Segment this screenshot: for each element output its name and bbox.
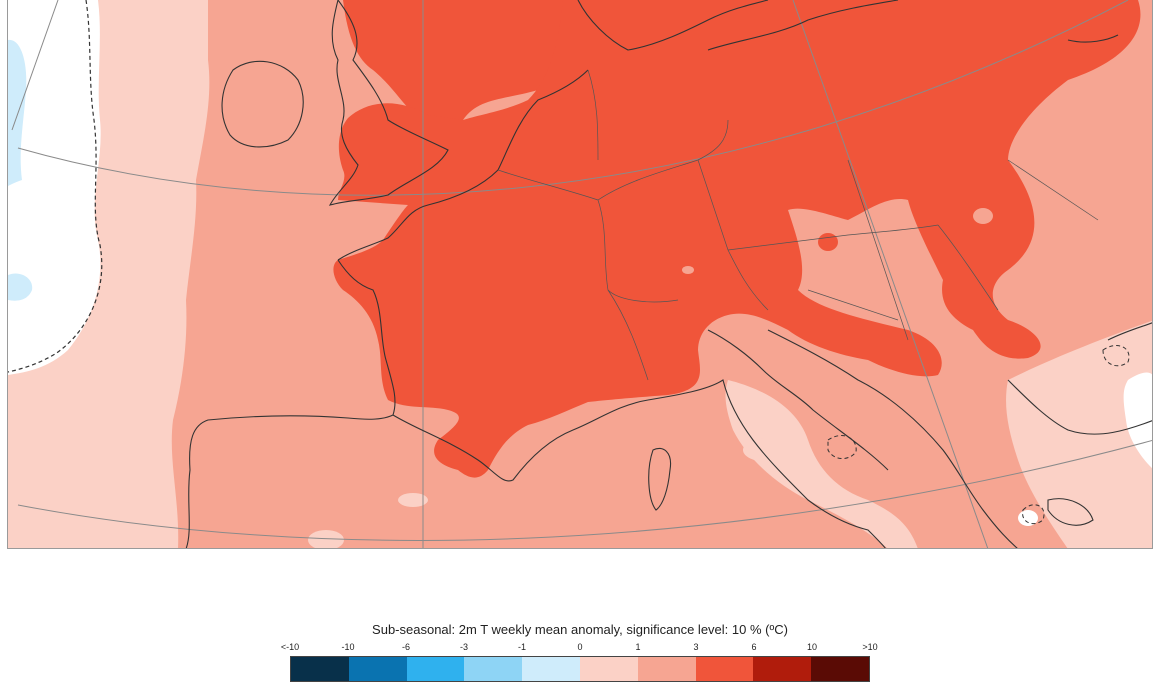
- near-zero-area: [8, 0, 101, 375]
- legend-swatch: [637, 657, 696, 681]
- anomaly-3-6-area: [343, 0, 568, 125]
- map-panel: [7, 0, 1153, 549]
- coastlines: [185, 0, 1152, 548]
- legend-swatch: [464, 657, 523, 681]
- legend-tick-label: 6: [751, 642, 757, 652]
- anomaly-1-3-area: [973, 208, 993, 224]
- legend-title: Sub-seasonal: 2m T weekly mean anomaly, …: [372, 622, 788, 637]
- legend-swatch: [406, 657, 465, 681]
- legend-swatch: [695, 657, 754, 681]
- anomaly-3-6-area: [333, 0, 1141, 478]
- graticule: [11, 0, 1152, 548]
- weak-anomaly-area: [725, 380, 918, 548]
- near-zero-area: [1018, 510, 1038, 526]
- anomaly-1-3-area: [682, 266, 694, 274]
- weak-anomaly-area: [1006, 320, 1152, 548]
- cool-anomaly-area: [8, 39, 27, 187]
- country-borders: [497, 69, 1099, 381]
- weak-anomaly-area: [398, 493, 428, 507]
- legend-tick-label: -10: [341, 642, 355, 652]
- legend-swatch: [579, 657, 638, 681]
- temperature-anomaly-map: [8, 0, 1152, 548]
- near-zero-area: [1123, 372, 1152, 469]
- legend-tick-label: -6: [401, 642, 411, 652]
- cool-anomaly-area: [8, 273, 33, 301]
- legend-swatch: [291, 657, 349, 681]
- legend-swatch: [811, 657, 869, 681]
- legend-tick-label: -1: [517, 642, 527, 652]
- legend-tick-label: 10: [806, 642, 818, 652]
- legend-tick-label: >10: [862, 642, 878, 652]
- legend-tick-label: 3: [693, 642, 699, 652]
- legend-swatch: [753, 657, 812, 681]
- significance-contour: [827, 345, 1130, 525]
- legend-tick-label: 0: [577, 642, 583, 652]
- legend-swatch: [348, 657, 407, 681]
- legend-tick-label: 1: [635, 642, 641, 652]
- legend-colorbar: [290, 656, 870, 682]
- legend-tick-labels: <-10 -10 -6 -3 -1 0 1 3 6 10 >10: [0, 642, 1160, 654]
- legend-tick-label: -3: [459, 642, 469, 652]
- legend-swatch: [522, 657, 580, 681]
- anomaly-1-3-area: [818, 233, 838, 251]
- legend-tick-label: <-10: [280, 642, 300, 652]
